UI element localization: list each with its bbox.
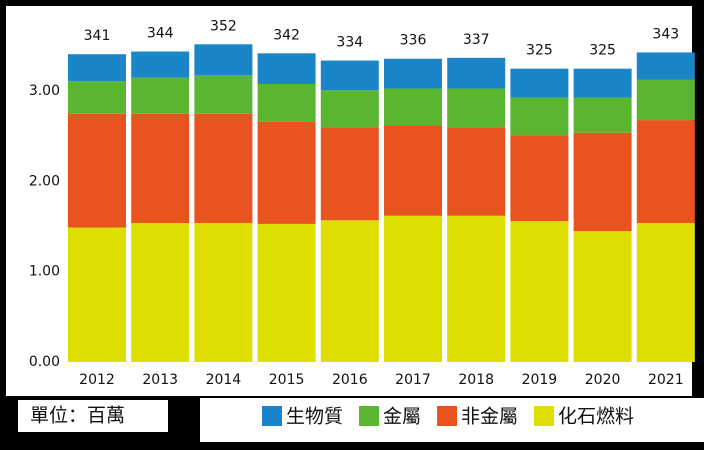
x-tick-label: 2017 — [395, 372, 431, 388]
legend-label: 化石燃料 — [558, 406, 634, 428]
bar-segment — [68, 54, 126, 82]
x-tick-label: 2013 — [142, 372, 178, 388]
legend-swatch — [437, 406, 458, 426]
bar-segment — [573, 231, 632, 362]
bar-segment — [68, 227, 126, 362]
x-tick-label: 2018 — [458, 372, 494, 388]
unit-background — [18, 400, 168, 432]
bar-segment — [257, 121, 316, 224]
y-tick-label: 2.00 — [29, 173, 60, 189]
total-label: 352 — [210, 18, 237, 34]
total-label: 343 — [652, 26, 679, 42]
bar-segment — [384, 215, 442, 362]
bar-segment — [194, 113, 253, 224]
bar-segment — [320, 90, 379, 128]
x-tick-label: 2015 — [269, 372, 305, 388]
x-tick-label: 2012 — [79, 372, 115, 388]
bar-segment — [636, 120, 695, 224]
bar-segment — [636, 52, 695, 80]
total-label: 325 — [526, 43, 553, 59]
bar-segment — [131, 223, 190, 362]
total-label: 341 — [84, 28, 111, 44]
bar-segment — [447, 127, 506, 216]
bar-segment — [68, 113, 126, 228]
x-tick-label: 2016 — [332, 372, 368, 388]
legend-swatch — [534, 406, 555, 426]
bar-segment — [320, 220, 379, 362]
bar-segment — [194, 223, 253, 362]
total-label: 337 — [463, 32, 490, 48]
bar-segment — [131, 51, 190, 78]
bar-segment — [384, 58, 442, 89]
total-label: 334 — [336, 35, 363, 51]
bar-segment — [510, 221, 569, 362]
x-tick-label: 2014 — [206, 372, 242, 388]
bar-segment — [384, 125, 442, 216]
x-tick-label: 2020 — [585, 372, 621, 388]
bar-segment — [447, 88, 506, 128]
unit-note: 單位：百萬 — [30, 405, 125, 427]
legend-swatch — [359, 406, 380, 426]
bar-segment — [131, 113, 190, 224]
total-label: 344 — [147, 26, 174, 42]
legend-label: 生物質 — [286, 406, 343, 428]
bar-segment — [573, 97, 632, 133]
bar-segment — [257, 84, 316, 122]
bar-segment — [257, 223, 316, 362]
total-label: 325 — [589, 43, 616, 59]
bar-segment — [320, 60, 379, 91]
bar-segment — [384, 88, 442, 126]
y-tick-label: 0.00 — [29, 354, 60, 370]
bar-segment — [510, 97, 569, 136]
bar-segment — [573, 132, 632, 232]
bar-segment — [68, 81, 126, 114]
bar-segment — [194, 74, 253, 114]
y-tick-label: 3.00 — [29, 83, 60, 99]
total-label: 336 — [400, 33, 427, 49]
bar-segment — [131, 77, 190, 114]
bar-segment — [320, 127, 379, 221]
bar-segment — [447, 57, 506, 89]
bar-segment — [510, 135, 569, 222]
legend-label: 金屬 — [383, 406, 421, 428]
legend-label: 非金屬 — [461, 406, 518, 428]
x-tick-label: 2021 — [648, 372, 684, 388]
bar-segment — [257, 53, 316, 85]
bar-segment — [636, 79, 695, 121]
legend-swatch — [262, 406, 282, 426]
x-tick-label: 2019 — [522, 372, 558, 388]
bar-segment — [447, 215, 506, 362]
bar-segment — [573, 68, 632, 98]
total-label: 342 — [273, 27, 300, 43]
bar-segment — [636, 223, 695, 362]
bar-segment — [510, 68, 569, 98]
bar-segment — [194, 44, 253, 75]
y-tick-label: 1.00 — [29, 264, 60, 280]
